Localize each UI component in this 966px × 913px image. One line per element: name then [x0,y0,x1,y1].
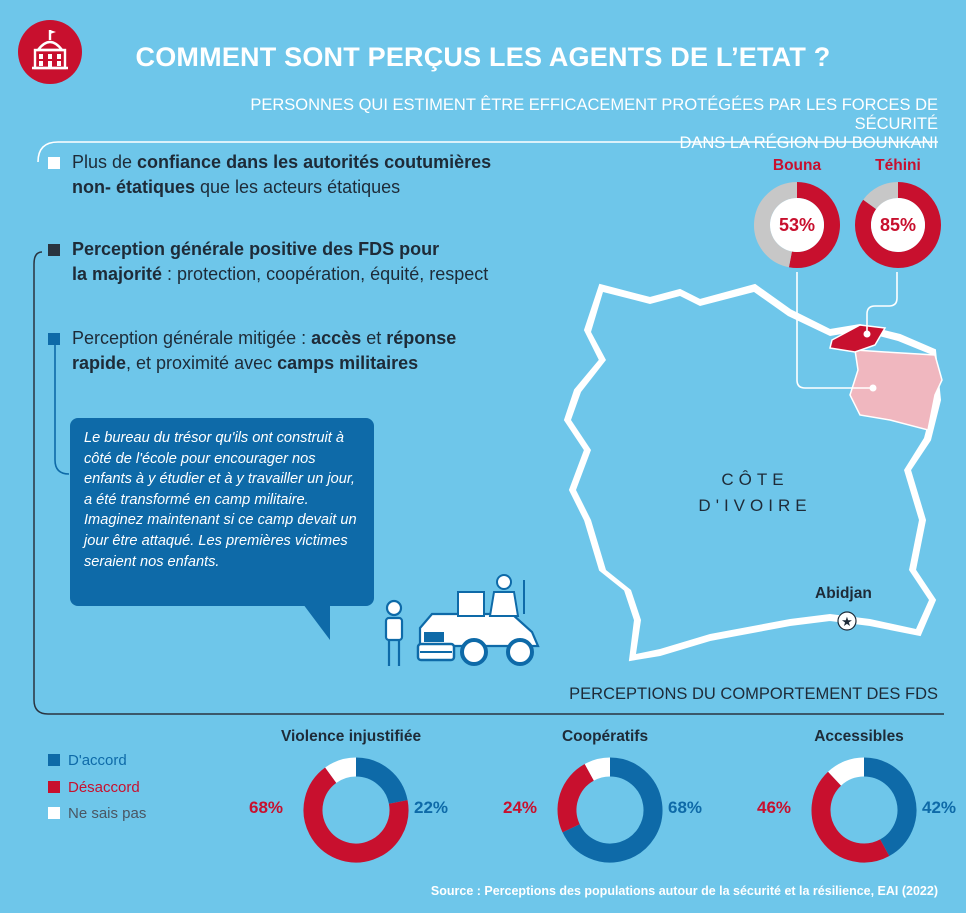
chart-tehini: 85% [855,182,941,268]
ring-value-label: 85% [880,215,916,235]
chart-violence [303,757,409,863]
point-3-pre: Perception générale mitigée : [72,328,312,348]
point-2-bold2: la majorité [72,264,163,284]
legend-item-ne-sais-pas: Ne sais pas [48,805,146,822]
point-3-mid: et [361,328,387,348]
legend-swatch-ne-sais-pas [48,807,60,819]
chart-cooperatifs [557,757,663,863]
slice-ne-sais-pas [828,757,865,786]
point-3-mid2: , et proximité avec [126,353,278,373]
point-1: Plus de confiance dans les autorités cou… [72,150,572,200]
abidjan-marker [837,611,857,631]
legend-swatch-accord [48,754,60,766]
slice-d-saccord [811,771,890,863]
slice-d-saccord [557,763,595,833]
slice-prot-g-es [855,182,941,268]
jeep-icon [416,574,540,666]
subtitle-line-1: PERSONNES QUI ESTIMENT ÊTRE EFFICACEMENT… [250,96,938,133]
point-3-bold2: réponse [386,328,457,348]
country-label: CÔTE D'IVOIRE [680,467,830,519]
slice-d-accord [562,757,663,863]
cooperatifs-accord-label: 68% [668,798,703,817]
slice-autres [863,182,899,210]
chart-title-cooperatifs: Coopératifs [561,728,649,745]
source-note: Source : Perceptions des populations aut… [430,884,938,898]
bullet-dark [48,244,60,256]
country-label-line-1: CÔTE [721,470,789,489]
chart-title-violence: Violence injustifiée [280,728,422,745]
bullet-white [48,157,60,169]
building-icon [32,30,68,70]
country-fill [571,292,934,654]
legend-item-accord: D'accord [48,752,127,769]
chart-title-accessibles: Accessibles [814,728,904,745]
point-3-bold1: accès [311,328,362,348]
violence-desaccord-label: 68% [249,798,284,817]
chart-bouna: 53% [754,182,840,268]
slice-d-saccord [303,767,409,863]
accessibles-accord-label: 42% [922,798,957,817]
point-1-bold1: confiance dans les autorités coutumières [137,152,492,172]
soldier-icon [384,599,404,666]
cooperatifs-desaccord-label: 24% [503,798,538,817]
map-connector-tehini [866,272,898,334]
point-1-bold2: non- étatiques [72,177,196,197]
accessibles-desaccord-label: 46% [757,798,792,817]
slice-prot-g-es [788,182,840,268]
legend-label-desaccord: Désaccord [68,779,140,796]
point-3: Perception générale mitigée : accès et r… [72,326,552,376]
map-connector-bouna [796,272,873,389]
point-1-pre: Plus de [72,152,138,172]
quote-bubble: Le bureau du trésor qu'ils ont construit… [70,418,374,606]
point-3-bold4: camps militaires [277,353,419,373]
soldier-jeep-illustration [384,574,540,666]
slice-d-accord [355,757,408,805]
violence-accord-label: 22% [414,798,449,817]
section-title: PERCEPTIONS DU COMPORTEMENT DES FDS [569,685,938,703]
chart-title-bouna: Bouna [772,157,822,174]
logo [18,20,82,84]
subtitle-line-2: DANS LA RÉGION DU BOUNKANI [679,134,938,152]
tehini-region [829,324,887,353]
country-label-line-2: D'IVOIRE [698,496,812,515]
subtitle: PERSONNES QUI ESTIMENT ÊTRE EFFICACEMENT… [178,96,938,153]
cote-divoire-map: ★ [563,272,943,662]
tehini-dot [863,330,871,338]
city-label-abidjan: Abidjan [815,585,872,602]
legend-label-accord: D'accord [68,752,127,769]
bouna-dot [869,384,877,392]
star-icon: ★ [841,615,853,630]
point-2-bold1: Perception générale positive des FDS pou… [72,239,440,259]
slice-d-accord [863,757,917,857]
quote-bubble-tail [300,600,330,640]
ring-value-label: 53% [779,215,815,235]
point-2: Perception générale positive des FDS pou… [72,237,592,287]
ring-center [871,198,925,252]
point-2-post: : protection, coopération, équité, respe… [162,264,489,284]
bounkani-region [849,349,943,431]
slice-ne-sais-pas [584,757,611,781]
slice-autres [754,182,798,268]
page-title: COMMENT SONT PERÇUS LES AGENTS DE L’ETAT… [135,42,831,72]
bullet-blue [48,333,60,345]
legend-label-ne-sais-pas: Ne sais pas [68,805,147,822]
ring-center [770,198,824,252]
chart-accessibles [811,757,917,863]
point-3-bold3: rapide [72,353,127,373]
legend-swatch-desaccord [48,781,60,793]
slice-ne-sais-pas [325,757,357,784]
point-1-post: que les acteurs étatiques [195,177,401,197]
legend-item-desaccord: Désaccord [48,779,140,796]
chart-title-tehini: Téhini [875,157,921,174]
